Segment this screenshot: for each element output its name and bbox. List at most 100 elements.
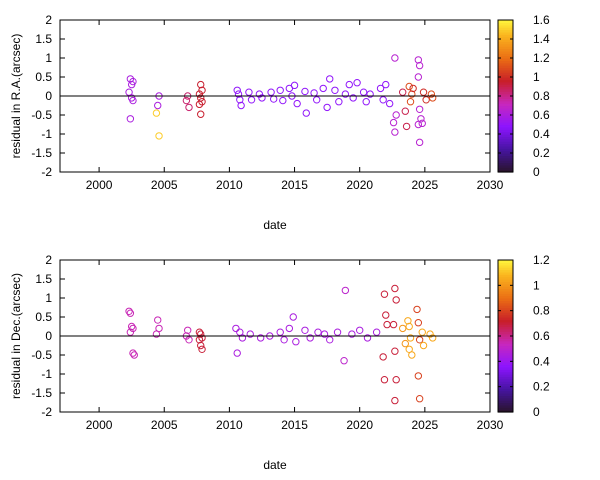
dec-colorbar-band: [498, 355, 513, 358]
dec-colorbar-band: [498, 307, 513, 311]
ra-colorbar-band: [498, 62, 513, 66]
ra-data-point: [414, 120, 423, 129]
ra-colorbar-band: [498, 29, 513, 33]
ra-data-point: [279, 96, 287, 105]
dec-data-point: [406, 334, 415, 342]
ra-ticks: 2000 2005 2010 2015 2020 2025 2030 2 1.5 1 0.5 0 -0.…: [31, 13, 503, 192]
dec-data-point: [197, 341, 205, 350]
ra-colorbar-band: [498, 48, 513, 52]
ra-data-point: [419, 88, 428, 96]
ra-colorbar-band: [498, 72, 513, 76]
dec-points: [125, 284, 437, 405]
ra-colorbar-tick-label: 1.6: [533, 13, 550, 27]
ra-colorbar-tick-label: 0: [533, 165, 540, 179]
ra-colorbar-band: [498, 39, 513, 42]
dec-colorbar-tick-label: 0.6: [533, 329, 550, 343]
ra-colorbar-band: [498, 43, 513, 47]
dec-data-point: [389, 320, 398, 329]
ra-x-tick-label: 2020: [346, 178, 373, 192]
ra-colorbar-band: [498, 34, 513, 38]
ra-colorbar-tick-label: 1.4: [533, 32, 550, 46]
ra-data-point: [195, 100, 204, 109]
dec-colorbar-band: [498, 385, 513, 389]
ra-data-point: [129, 77, 137, 86]
dec-colorbar-band: [498, 383, 513, 387]
ra-colorbar-band: [498, 119, 513, 123]
ra-colorbar-tick-label: 0.8: [533, 89, 550, 103]
ra-data-point: [312, 96, 321, 104]
dec-colorbar-tick-label: 0.8: [533, 304, 550, 318]
dec-colorbar-band: [498, 336, 513, 339]
ra-y-tick-label: -1: [41, 127, 52, 141]
ra-data-point: [267, 88, 275, 96]
ra-data-point: [362, 98, 370, 106]
dec-colorbar-band: [498, 376, 513, 380]
dec-colorbar-band: [498, 404, 513, 408]
dec-x-tick-label: 2005: [151, 418, 178, 432]
ra-colorbar-band: [498, 126, 513, 130]
ra-colorbar-band: [498, 98, 513, 102]
dec-colorbar-band: [498, 390, 513, 394]
ra-colorbar-band: [498, 50, 513, 54]
dec-data-point: [415, 395, 424, 403]
ra-colorbar-band: [498, 157, 513, 161]
ra-data-point: [428, 94, 437, 102]
dec-data-point: [292, 338, 300, 346]
dec-colorbar-band: [498, 300, 513, 304]
dec-y-tick-label: 0.5: [35, 310, 52, 324]
ra-data-point: [302, 109, 310, 117]
ra-colorbar-band: [498, 145, 513, 149]
dec-colorbar-band: [498, 381, 513, 385]
dec-colorbar-band: [498, 264, 513, 268]
dec-y-tick-label: -0.5: [31, 348, 52, 362]
dec-colorbar-band: [498, 309, 513, 313]
dec-colorbar-band: [498, 319, 513, 323]
dec-y-tick-label: -1.5: [31, 386, 52, 400]
ra-data-point: [276, 86, 284, 95]
dec-colorbar-band: [498, 388, 513, 392]
ra-points: [125, 54, 437, 147]
dec-colorbar-band: [498, 321, 513, 325]
dec-data-point: [383, 320, 391, 329]
ra-colorbar-band: [498, 143, 513, 147]
ra-colorbar-band: [498, 46, 513, 50]
ra-y-tick-label: -2: [41, 165, 52, 179]
ra-colorbar-band: [498, 31, 513, 35]
ra-colorbar-band: [498, 81, 513, 85]
dec-x-tick-label: 2020: [346, 418, 373, 432]
dec-colorbar-band: [498, 331, 513, 335]
ra-y-tick-label: 2: [45, 13, 52, 27]
ra-colorbar-band: [498, 20, 513, 23]
ra-data-point: [129, 96, 137, 105]
ra-y-tick-label: -0.5: [31, 108, 52, 122]
dec-data-point: [126, 328, 135, 336]
dec-colorbar-band: [498, 345, 513, 349]
dec-data-point: [398, 324, 407, 333]
dec-colorbar-band: [498, 400, 513, 404]
dec-colorbar-band: [498, 262, 513, 266]
dec-colorbar-band: [498, 290, 513, 294]
ra-colorbar-tick-label: 0.6: [533, 108, 550, 122]
dec-data-point: [414, 372, 423, 380]
dec-data-point: [382, 311, 390, 319]
ra-data-point: [414, 73, 423, 81]
ra-colorbar-band: [498, 55, 513, 59]
ra-colorbar: 1.6 1.4 1.2 1 0.8 0.6 0.4 0.2 0: [497, 13, 550, 179]
ra-data-point: [398, 88, 407, 96]
dec-data-point: [418, 328, 426, 336]
dec-x-tick-label: 2025: [411, 418, 438, 432]
ra-colorbar-band: [498, 164, 513, 168]
dec-data-point: [129, 324, 137, 333]
ra-data-point: [195, 90, 204, 98]
dec-colorbar-band: [498, 343, 513, 347]
dec-colorbar-band: [498, 340, 513, 344]
ra-colorbar-band: [498, 84, 513, 88]
ra-colorbar-band: [498, 155, 513, 159]
dec-colorbar-band: [498, 269, 513, 273]
ra-data-point: [391, 128, 399, 136]
ra-colorbar-band: [498, 96, 513, 99]
dec-colorbar-band: [498, 333, 513, 337]
dec-colorbar-band: [498, 362, 513, 366]
ra-data-point: [237, 101, 245, 110]
